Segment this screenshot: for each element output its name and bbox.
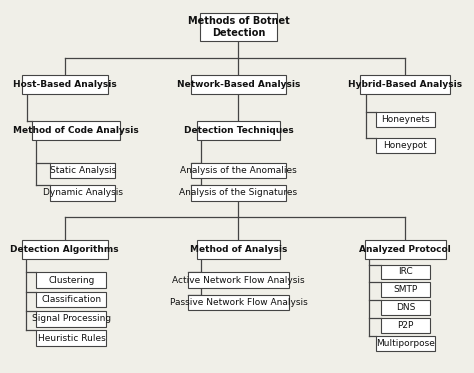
FancyBboxPatch shape — [191, 75, 286, 94]
FancyBboxPatch shape — [188, 295, 289, 310]
FancyBboxPatch shape — [191, 185, 286, 201]
FancyBboxPatch shape — [22, 240, 108, 259]
FancyBboxPatch shape — [188, 272, 289, 288]
FancyBboxPatch shape — [376, 112, 435, 128]
Text: Clustering: Clustering — [48, 276, 95, 285]
Text: Analyzed Protocol: Analyzed Protocol — [359, 245, 451, 254]
FancyBboxPatch shape — [381, 300, 430, 315]
FancyBboxPatch shape — [376, 138, 435, 153]
FancyBboxPatch shape — [381, 264, 430, 279]
FancyBboxPatch shape — [381, 318, 430, 333]
FancyBboxPatch shape — [365, 240, 446, 259]
Text: IRC: IRC — [398, 267, 413, 276]
Text: Detection Algorithms: Detection Algorithms — [10, 245, 119, 254]
FancyBboxPatch shape — [50, 185, 115, 201]
FancyBboxPatch shape — [200, 13, 277, 41]
FancyBboxPatch shape — [360, 75, 450, 94]
Text: Heuristic Rules: Heuristic Rules — [37, 333, 105, 343]
Text: Dynamic Analysis: Dynamic Analysis — [43, 188, 123, 197]
Text: Honeynets: Honeynets — [381, 115, 429, 124]
Text: Hybrid-Based Analysis: Hybrid-Based Analysis — [348, 80, 463, 89]
FancyBboxPatch shape — [36, 292, 106, 307]
FancyBboxPatch shape — [50, 163, 115, 178]
FancyBboxPatch shape — [22, 75, 108, 94]
FancyBboxPatch shape — [191, 163, 286, 178]
Text: Classification: Classification — [41, 295, 101, 304]
Text: Signal Processing: Signal Processing — [32, 314, 111, 323]
Text: Static Analysis: Static Analysis — [50, 166, 116, 175]
Text: Active Network Flow Analysis: Active Network Flow Analysis — [172, 276, 305, 285]
Text: Analysis of the Anomalies: Analysis of the Anomalies — [180, 166, 297, 175]
Text: Host-Based Analysis: Host-Based Analysis — [13, 80, 117, 89]
FancyBboxPatch shape — [36, 272, 106, 288]
FancyBboxPatch shape — [376, 336, 435, 351]
FancyBboxPatch shape — [36, 330, 106, 346]
FancyBboxPatch shape — [197, 240, 280, 259]
FancyBboxPatch shape — [197, 121, 280, 140]
Text: Passive Network Flow Analysis: Passive Network Flow Analysis — [170, 298, 307, 307]
Text: Methods of Botnet
Detection: Methods of Botnet Detection — [188, 16, 289, 38]
Text: SMTP: SMTP — [393, 285, 418, 294]
Text: Method of Code Analysis: Method of Code Analysis — [13, 126, 139, 135]
FancyBboxPatch shape — [36, 311, 106, 327]
FancyBboxPatch shape — [32, 121, 120, 140]
Text: Method of Analysis: Method of Analysis — [190, 245, 287, 254]
Text: Detection Techniques: Detection Techniques — [183, 126, 293, 135]
Text: Analysis of the Signatures: Analysis of the Signatures — [179, 188, 298, 197]
Text: Multiporpose: Multiporpose — [376, 339, 435, 348]
Text: Network-Based Analysis: Network-Based Analysis — [177, 80, 300, 89]
FancyBboxPatch shape — [381, 282, 430, 297]
Text: Honeypot: Honeypot — [383, 141, 427, 150]
Text: P2P: P2P — [397, 321, 413, 330]
Text: DNS: DNS — [396, 303, 415, 312]
